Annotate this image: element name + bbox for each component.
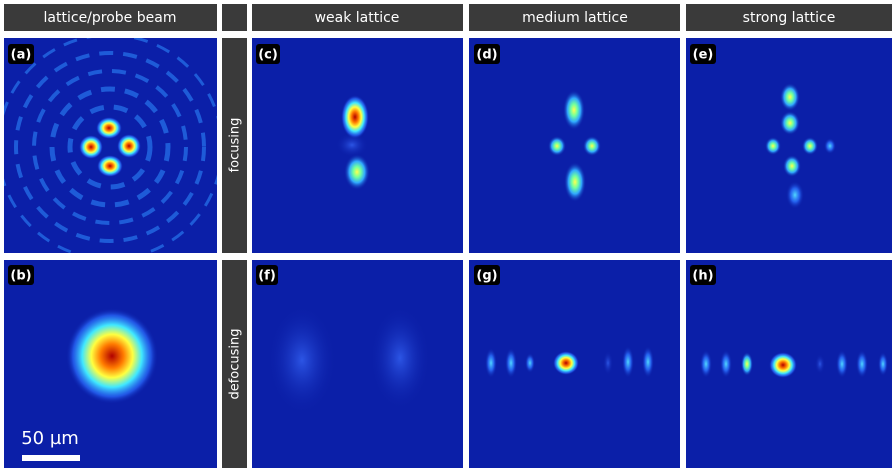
column-header: lattice/probe beam bbox=[44, 10, 177, 26]
header-bar bbox=[222, 4, 247, 31]
column-header: medium lattice bbox=[522, 10, 628, 26]
scale-bar bbox=[22, 455, 80, 461]
column-header: strong lattice bbox=[743, 10, 836, 26]
row-label: defocusing bbox=[228, 328, 243, 399]
panel bbox=[469, 38, 680, 253]
panels bbox=[4, 38, 892, 468]
row-label: focusing bbox=[228, 118, 243, 173]
panel-label: (g) bbox=[476, 269, 497, 284]
panel-label: (d) bbox=[476, 48, 497, 63]
panel-label: (b) bbox=[10, 269, 31, 284]
panel bbox=[4, 38, 217, 253]
column-header: weak lattice bbox=[315, 10, 400, 26]
panel-label: (c) bbox=[258, 48, 278, 63]
probe-beam bbox=[66, 308, 158, 404]
panel bbox=[686, 38, 892, 253]
panel-label: (a) bbox=[11, 48, 32, 63]
scale-bar-label: 50 µm bbox=[21, 428, 79, 449]
figure: lattice/probe beam weak lattice medium l… bbox=[0, 0, 894, 470]
panel-label: (e) bbox=[693, 48, 714, 63]
panel-label: (f) bbox=[258, 269, 276, 284]
panel-label: (h) bbox=[692, 269, 713, 284]
